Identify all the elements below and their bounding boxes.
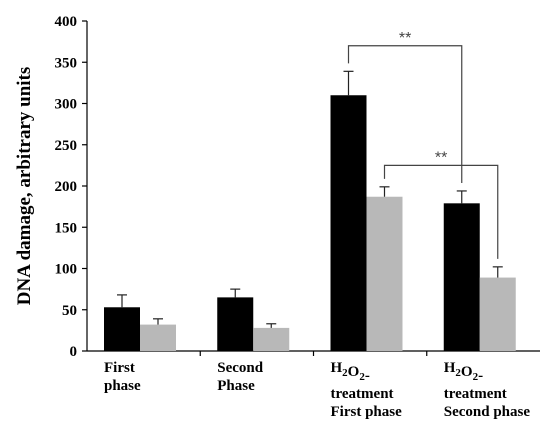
x-category-label-line: H2O2- xyxy=(331,360,370,384)
x-category-label: Second Phase xyxy=(217,360,264,394)
bars xyxy=(104,95,516,351)
y-tick-label: 100 xyxy=(55,262,78,278)
y-tick-label: 400 xyxy=(55,14,78,30)
bar xyxy=(253,327,290,351)
x-category-label-line: First xyxy=(104,360,135,376)
significance-brackets: ** ** xyxy=(347,30,499,259)
bar xyxy=(443,203,480,351)
x-category-label: H2O2- treatment Second phase xyxy=(444,360,531,420)
bar xyxy=(479,277,516,351)
y-tick-label: 150 xyxy=(55,220,78,236)
y-tick-label: 300 xyxy=(55,97,78,113)
y-axis-label: DNA damage, arbitrary units xyxy=(14,67,35,306)
bar xyxy=(140,324,176,351)
x-category-label: First phase xyxy=(104,360,141,394)
bar xyxy=(104,307,140,351)
y-tick-label: 50 xyxy=(62,303,77,319)
x-category-label-line: Second phase xyxy=(444,404,531,420)
significance-label: ** xyxy=(399,30,411,47)
bar xyxy=(217,297,254,351)
significance-bracket xyxy=(347,45,463,183)
y-ticks: 0 50 100 150 200 250 300 350 400 xyxy=(55,14,87,360)
y-tick-label: 250 xyxy=(55,138,78,154)
y-tick-label: 350 xyxy=(55,55,78,71)
y-tick-label: 0 xyxy=(70,344,78,360)
x-category-label-line: treatment xyxy=(331,386,394,402)
significance-bracket xyxy=(383,164,499,259)
x-category-labels: First phase Second Phase H2O2- treatment First… xyxy=(104,360,530,420)
x-category-label-line: phase xyxy=(104,378,141,394)
bar xyxy=(330,95,367,351)
bar xyxy=(366,196,403,351)
x-category-label-line: Phase xyxy=(217,378,255,394)
significance-label: ** xyxy=(435,149,447,166)
x-category-label: H2O2- treatment First phase xyxy=(331,360,403,420)
x-category-label-line: treatment xyxy=(444,386,507,402)
y-tick-label: 200 xyxy=(55,179,78,195)
error-bars xyxy=(117,70,503,328)
x-category-label-line: First phase xyxy=(331,404,403,420)
x-category-label-line: H2O2- xyxy=(444,360,483,384)
x-category-label-line: Second xyxy=(217,360,264,376)
